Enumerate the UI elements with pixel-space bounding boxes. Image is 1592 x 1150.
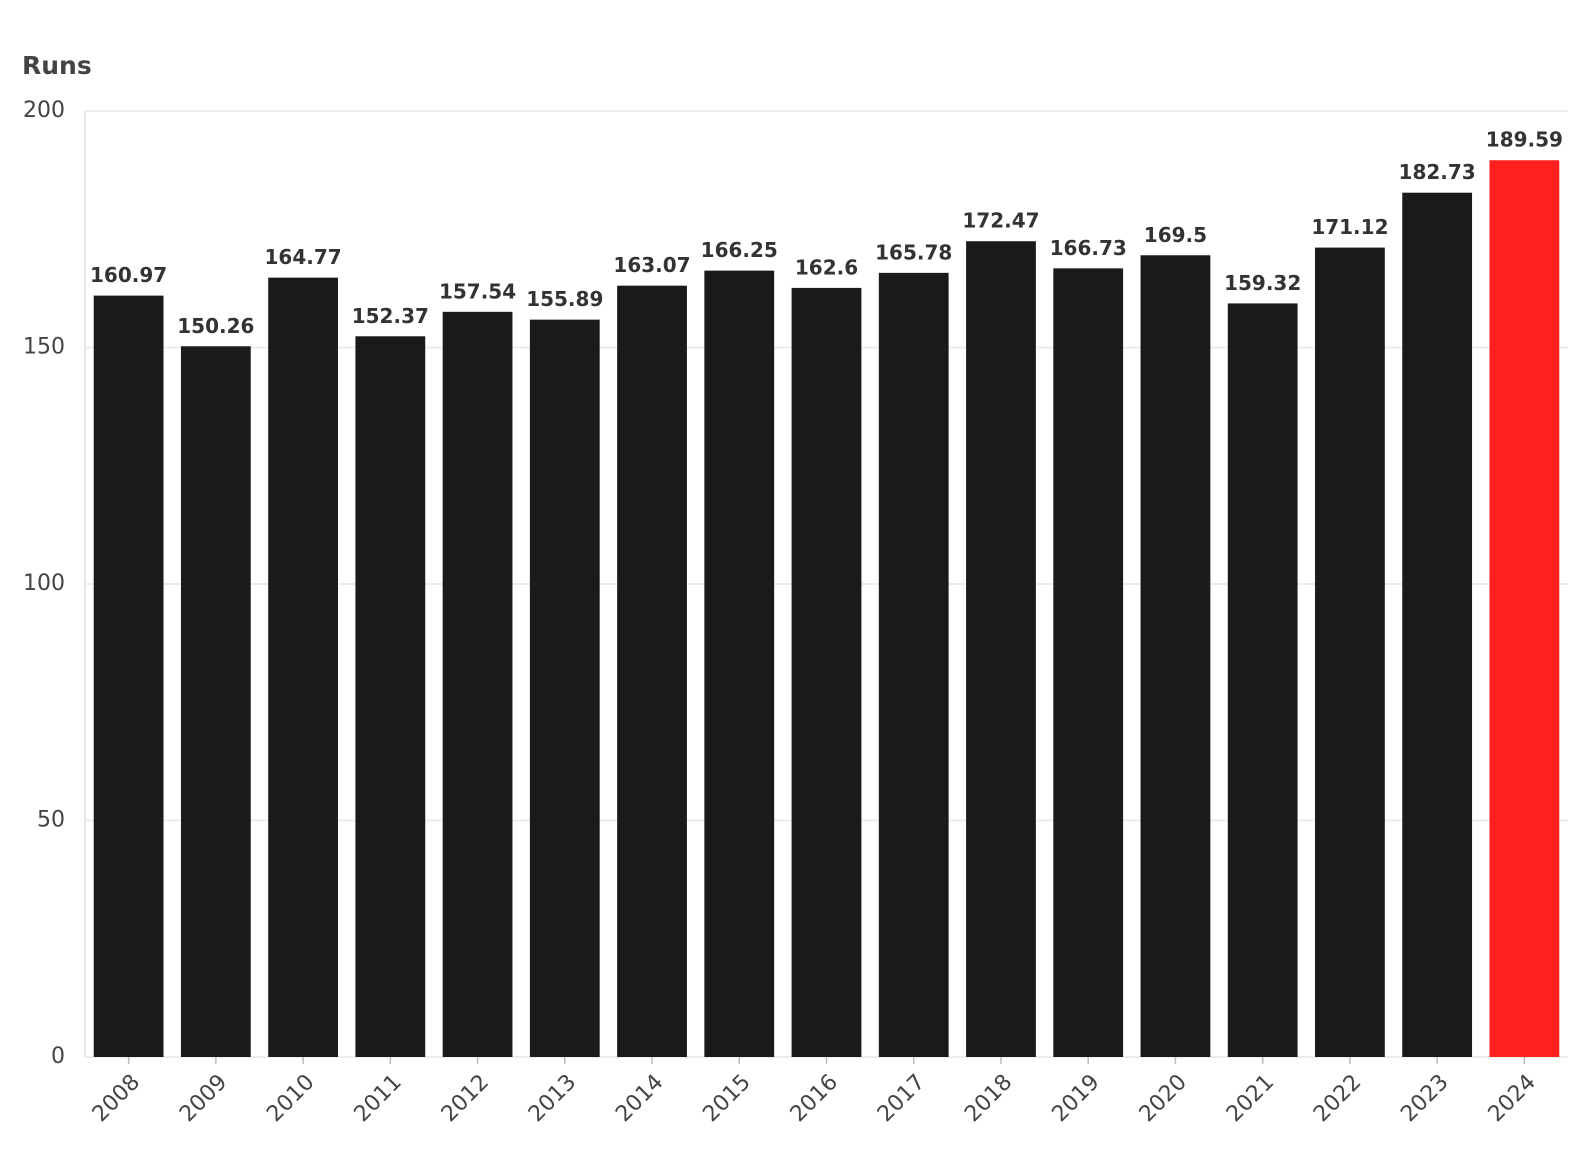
value-label: 166.25 bbox=[701, 238, 778, 262]
bar bbox=[93, 295, 164, 1057]
x-tick-label: 2008 bbox=[88, 1070, 145, 1127]
bar bbox=[791, 287, 862, 1058]
value-label: 166.73 bbox=[1050, 236, 1127, 260]
value-label: 162.6 bbox=[795, 255, 858, 279]
x-tick-label: 2013 bbox=[524, 1070, 581, 1127]
y-axis-label: Runs bbox=[22, 51, 92, 80]
x-tick-label: 2024 bbox=[1484, 1070, 1541, 1127]
x-tick-label: 2020 bbox=[1135, 1070, 1192, 1127]
bar bbox=[878, 272, 949, 1057]
value-label: 160.97 bbox=[90, 263, 167, 287]
bar bbox=[1053, 268, 1124, 1058]
bar bbox=[1140, 255, 1211, 1057]
bar bbox=[966, 241, 1036, 1057]
x-tick-label: 2010 bbox=[262, 1070, 319, 1127]
x-tick-label: 2014 bbox=[611, 1070, 668, 1127]
x-tick-label: 2015 bbox=[698, 1070, 755, 1127]
bar bbox=[180, 346, 251, 1057]
bar bbox=[529, 319, 600, 1058]
value-label: 163.07 bbox=[613, 253, 690, 277]
x-tick-label: 2018 bbox=[960, 1070, 1017, 1127]
value-label: 155.89 bbox=[526, 287, 603, 311]
x-tick-label: 2017 bbox=[873, 1070, 930, 1127]
y-tick-label: 0 bbox=[51, 1044, 65, 1069]
x-tick-label: 2016 bbox=[786, 1070, 843, 1127]
x-tick-label: 2023 bbox=[1396, 1070, 1453, 1127]
x-tick-label: 2019 bbox=[1047, 1070, 1104, 1127]
value-label: 189.59 bbox=[1486, 128, 1563, 152]
value-label: 157.54 bbox=[439, 279, 516, 303]
value-label: 164.77 bbox=[264, 245, 341, 269]
bar bbox=[1315, 247, 1385, 1057]
x-tick-label: 2011 bbox=[350, 1070, 407, 1127]
bar bbox=[355, 336, 426, 1057]
x-tick-label: 2012 bbox=[437, 1070, 494, 1127]
value-label: 152.37 bbox=[352, 304, 429, 328]
value-label: 169.5 bbox=[1144, 223, 1207, 247]
value-label: 165.78 bbox=[875, 240, 952, 264]
bar bbox=[617, 285, 687, 1057]
y-tick-label: 150 bbox=[23, 335, 65, 360]
y-tick-label: 50 bbox=[37, 808, 65, 833]
bar bbox=[1402, 192, 1473, 1057]
bar bbox=[268, 277, 338, 1057]
value-label: 171.12 bbox=[1311, 215, 1388, 239]
bar bbox=[1227, 303, 1298, 1058]
x-tick-label: 2021 bbox=[1222, 1070, 1279, 1127]
y-tick-label: 100 bbox=[23, 571, 65, 596]
value-label: 159.32 bbox=[1224, 271, 1301, 295]
x-tick-label: 2009 bbox=[175, 1070, 232, 1127]
bar bbox=[1489, 160, 1560, 1057]
value-label: 150.26 bbox=[177, 314, 254, 338]
x-tick-label: 2022 bbox=[1309, 1070, 1366, 1127]
bar bbox=[442, 311, 513, 1057]
value-label: 182.73 bbox=[1399, 160, 1476, 184]
bar bbox=[704, 270, 775, 1057]
value-label: 172.47 bbox=[962, 209, 1039, 233]
y-tick-label: 200 bbox=[23, 98, 65, 123]
